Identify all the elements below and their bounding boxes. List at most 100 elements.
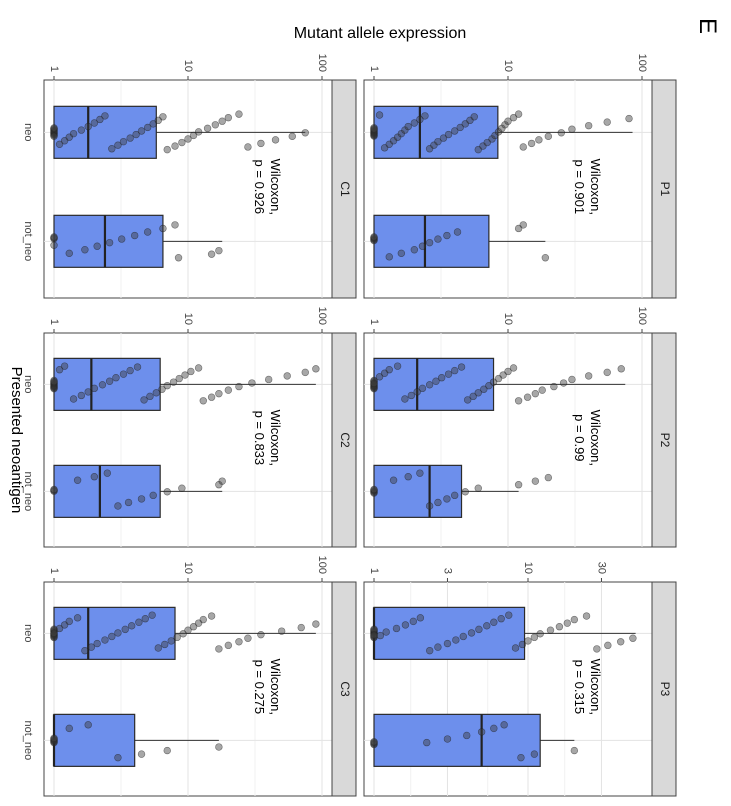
data-point: [81, 246, 89, 254]
data-point: [463, 731, 471, 740]
data-point: [437, 374, 446, 382]
data-point: [159, 113, 167, 121]
facet-strip: [651, 581, 677, 797]
data-point: [194, 364, 203, 372]
data-point: [370, 631, 378, 639]
box-body: [373, 464, 463, 518]
data-point: [207, 393, 216, 401]
data-point: [126, 134, 134, 142]
data-point: [114, 502, 122, 510]
data-point: [426, 646, 434, 655]
data-point: [199, 615, 207, 624]
tick-label: 100: [316, 54, 328, 72]
wilcoxon-annotation: Wilcoxon,: [268, 659, 283, 715]
data-point: [130, 231, 139, 240]
data-point: [218, 477, 226, 485]
data-point: [544, 473, 553, 482]
tick-label: 10: [502, 313, 514, 325]
facet-c1: 1 10 100 C1 neo not_neo Wilcoxon,p = 0.926: [22, 54, 357, 299]
data-point: [617, 638, 625, 646]
tick-label: 1: [368, 319, 380, 325]
data-point: [416, 614, 425, 622]
tick-label: 1: [48, 319, 60, 325]
data-point: [105, 238, 114, 247]
data-point: [375, 111, 384, 119]
data-point: [568, 375, 576, 384]
data-point: [370, 485, 378, 494]
data-point: [93, 242, 101, 250]
data-point: [370, 738, 378, 746]
data-point: [207, 612, 216, 620]
data-point: [135, 618, 143, 626]
data-point: [550, 382, 558, 391]
data-point: [103, 469, 112, 477]
data-point: [81, 646, 89, 655]
data-point: [570, 746, 579, 755]
box-not-neo: [370, 214, 550, 268]
data-point: [625, 114, 633, 123]
data-point: [530, 633, 539, 642]
data-point: [218, 117, 226, 125]
data-point: [124, 498, 133, 507]
data-point: [312, 620, 320, 628]
data-point: [224, 113, 233, 122]
data-point: [119, 370, 128, 378]
data-point: [283, 372, 291, 380]
data-point: [463, 396, 472, 404]
data-point: [235, 382, 243, 391]
category-label: neo: [22, 375, 34, 393]
data-point: [385, 253, 393, 261]
data-point: [257, 630, 265, 639]
data-point: [50, 132, 58, 140]
data-point: [474, 484, 482, 492]
wilcoxon-annotation: Wilcoxon,: [588, 659, 603, 715]
data-point: [158, 385, 166, 393]
data-point: [511, 644, 520, 652]
data-point: [434, 643, 442, 651]
wilcoxon-annotation: p = 0.901: [572, 160, 587, 215]
data-point: [149, 120, 157, 128]
data-point: [475, 625, 483, 634]
data-point: [370, 625, 378, 633]
data-point: [87, 643, 96, 651]
box-neo: [50, 606, 320, 660]
data-point: [271, 136, 280, 144]
data-point: [416, 469, 424, 477]
data-point: [531, 389, 540, 398]
data-point: [444, 130, 453, 139]
data-point: [163, 145, 171, 154]
data-point: [174, 254, 183, 262]
category-label: not_neo: [22, 720, 34, 760]
data-point: [401, 395, 409, 403]
data-point: [257, 139, 265, 148]
data-point: [509, 113, 518, 122]
data-point: [215, 389, 223, 398]
data-point: [461, 488, 469, 496]
wilcoxon-annotation: p = 0.99: [572, 414, 587, 461]
y-axis-title: Mutant allele expression: [294, 25, 467, 42]
data-point: [544, 132, 553, 141]
data-point: [175, 374, 183, 383]
data-point: [248, 379, 256, 387]
data-point: [474, 389, 482, 397]
data-point: [425, 381, 434, 389]
data-point: [392, 624, 401, 633]
box-neo: [370, 357, 626, 411]
box-not-neo: [50, 713, 223, 767]
data-point: [171, 221, 179, 229]
data-point: [407, 391, 416, 400]
data-point: [132, 130, 140, 139]
box-body: [373, 713, 541, 767]
facet-label: C1: [338, 181, 352, 197]
data-point: [452, 636, 460, 644]
data-point: [126, 366, 134, 375]
data-point: [401, 621, 410, 629]
data-point: [584, 372, 593, 380]
data-point: [137, 127, 146, 135]
facet-c2: 1 10 100 C2 neo not_neo Wilcoxon,p = 0.833: [22, 307, 357, 548]
tick-label: 3: [442, 568, 454, 574]
data-point: [108, 632, 116, 641]
data-point: [163, 746, 171, 755]
